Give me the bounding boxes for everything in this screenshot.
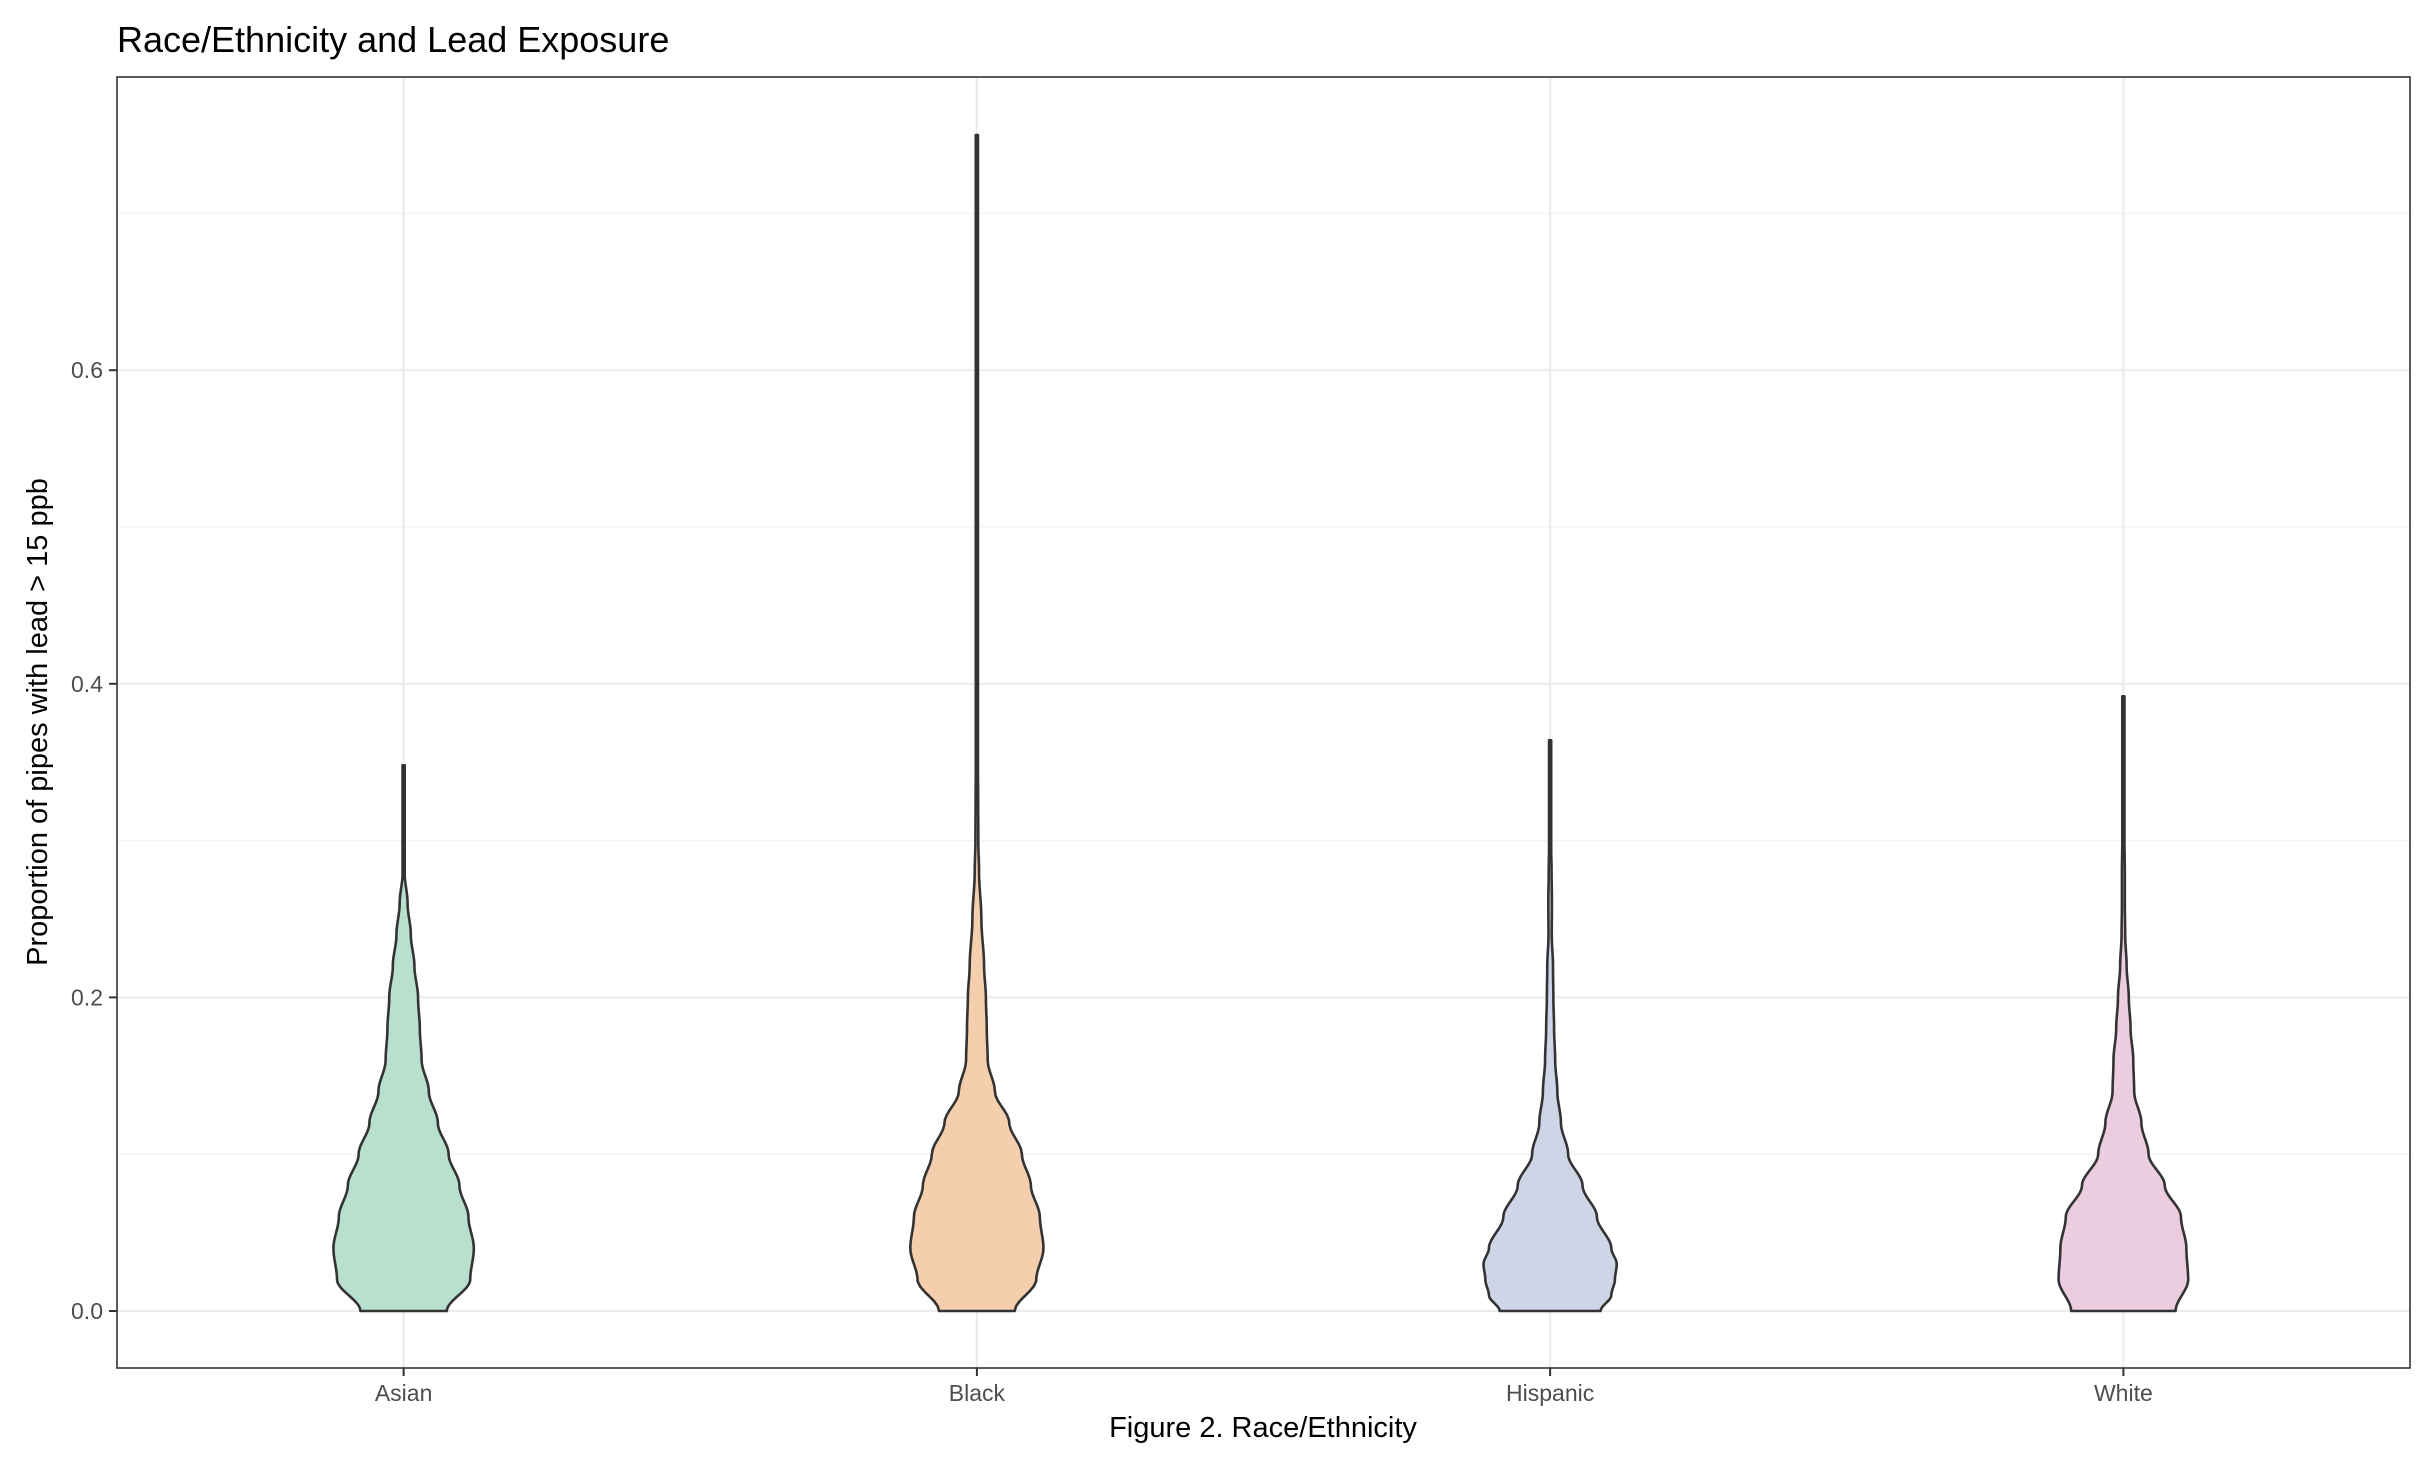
x-axis-title: Figure 2. Race/Ethnicity	[1109, 1412, 1417, 1444]
plot-panel-border	[116, 76, 2411, 1369]
violin-white	[2057, 695, 2190, 1313]
axes: 0.0 0.2 0.4 0.6 Asian Black Hispanic White	[71, 357, 2153, 1406]
y-axis-title: Proportion of pipes with lead > 15 ppb	[22, 478, 54, 966]
y-tick-label-3: 0.6	[71, 357, 103, 383]
y-tick-label-1: 0.2	[71, 984, 103, 1010]
chart-title: Race/Ethnicity and Lead Exposure	[117, 19, 669, 60]
violin-black	[908, 133, 1045, 1313]
x-tick-label-white: White	[2094, 1380, 2153, 1406]
x-tick-label-asian: Asian	[375, 1380, 433, 1406]
violin-asian	[332, 764, 476, 1313]
violin-hispanic	[1482, 738, 1619, 1313]
y-tick-label-2: 0.4	[71, 671, 103, 697]
grid-lines	[117, 77, 2410, 1368]
y-tick-label-0: 0.0	[71, 1298, 103, 1324]
violins	[332, 133, 2190, 1313]
x-tick-label-hispanic: Hispanic	[1506, 1380, 1594, 1406]
x-tick-label-black: Black	[949, 1380, 1006, 1406]
